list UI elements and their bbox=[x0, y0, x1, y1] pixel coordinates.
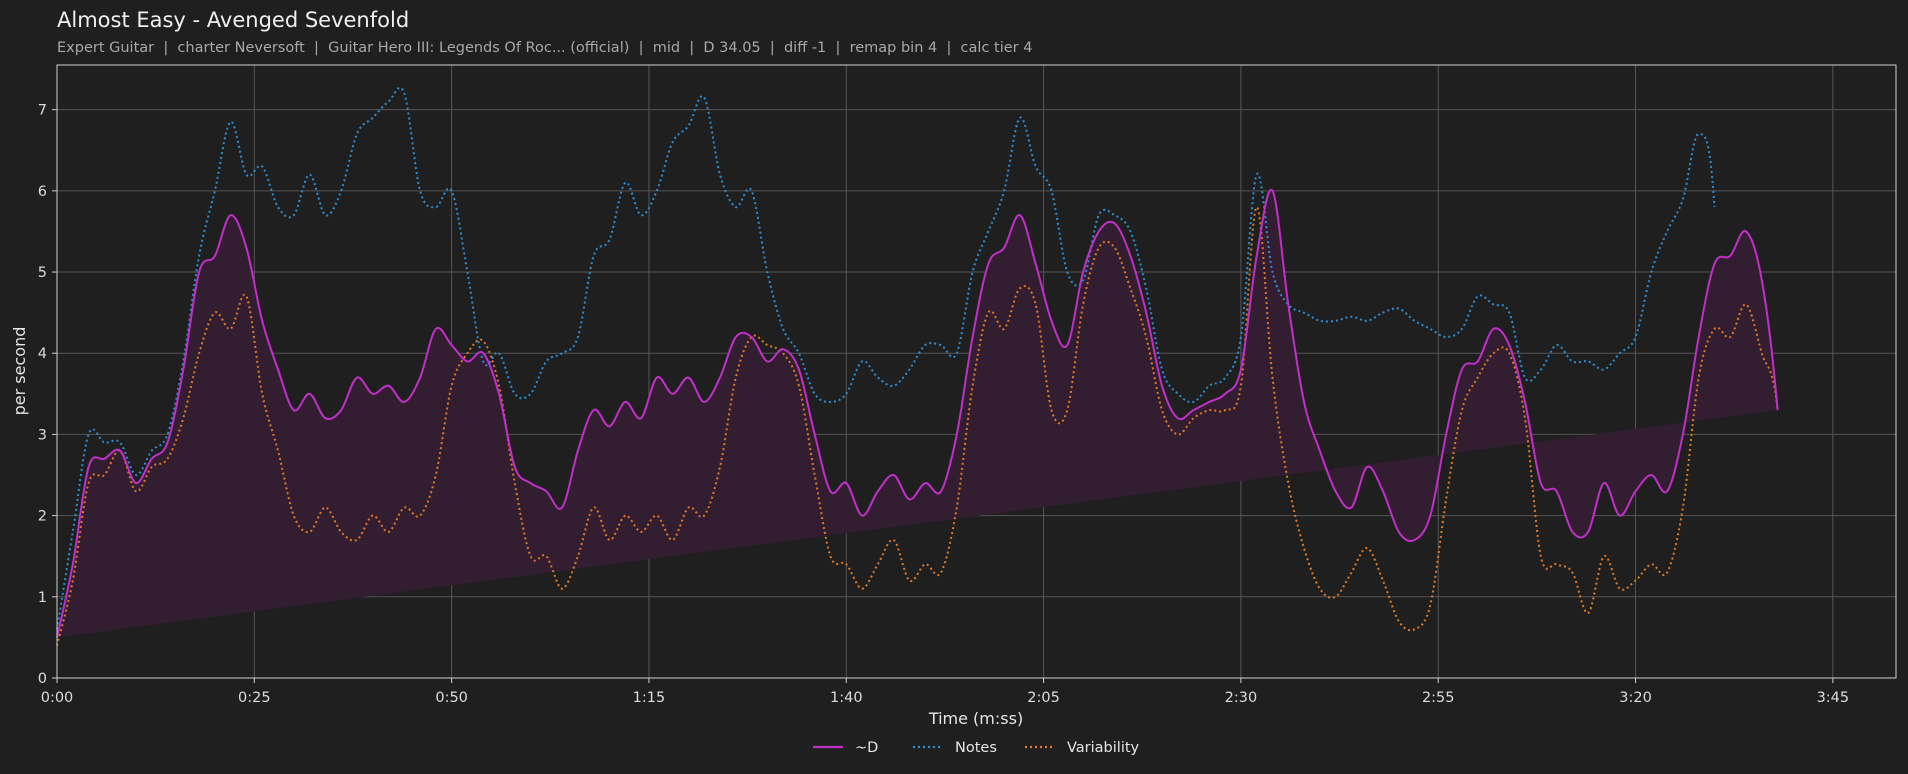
d-area bbox=[57, 189, 1778, 638]
x-tick-label: 3:20 bbox=[1619, 690, 1652, 706]
y-tick-label: 5 bbox=[38, 265, 47, 281]
x-tick-label: 0:25 bbox=[238, 690, 271, 706]
x-axis-ticks: 0:00 0:25 0:50 1:15 1:40 2:05 2:30 2:55 3:20 3:45 bbox=[41, 678, 1849, 706]
y-tick-label: 6 bbox=[38, 184, 47, 200]
x-tick-label: 3:45 bbox=[1817, 690, 1850, 706]
chart-title: Almost Easy - Avenged Sevenfold bbox=[57, 8, 410, 32]
x-tick-label: 1:15 bbox=[633, 690, 666, 706]
y-tick-label: 7 bbox=[38, 103, 47, 119]
legend: ~D Notes Variability bbox=[813, 740, 1140, 756]
plot-frame bbox=[56, 64, 1897, 679]
legend-label: Variability bbox=[1067, 740, 1140, 756]
y-tick-label: 1 bbox=[38, 590, 47, 606]
y-tick-label: 0 bbox=[38, 671, 47, 687]
y-tick-label: 3 bbox=[38, 427, 47, 443]
d-area-fill bbox=[57, 189, 1778, 638]
legend-label: Notes bbox=[955, 740, 997, 756]
x-tick-label: 0:00 bbox=[41, 690, 74, 706]
chart-subtitle: Expert Guitar | charter Neversoft | Guit… bbox=[57, 40, 1033, 56]
series-line-d bbox=[56, 188, 1779, 638]
x-tick-label: 2:05 bbox=[1027, 690, 1060, 706]
x-tick-label: 2:30 bbox=[1225, 690, 1258, 706]
series-line-notes bbox=[56, 86, 1716, 630]
x-axis-label: Time (m:ss) bbox=[928, 709, 1023, 728]
y-tick-label: 2 bbox=[38, 509, 47, 525]
series-lines bbox=[56, 86, 1779, 646]
y-axis-label: per second bbox=[10, 327, 29, 416]
y-tick-label: 4 bbox=[38, 346, 47, 362]
x-tick-label: 2:55 bbox=[1422, 690, 1455, 706]
y-axis-ticks: 0 1 2 3 4 5 6 7 bbox=[38, 103, 57, 687]
legend-label: ~D bbox=[855, 740, 878, 756]
x-tick-label: 1:40 bbox=[830, 690, 863, 706]
x-tick-label: 0:50 bbox=[435, 690, 468, 706]
series-line-variability bbox=[56, 206, 1779, 646]
